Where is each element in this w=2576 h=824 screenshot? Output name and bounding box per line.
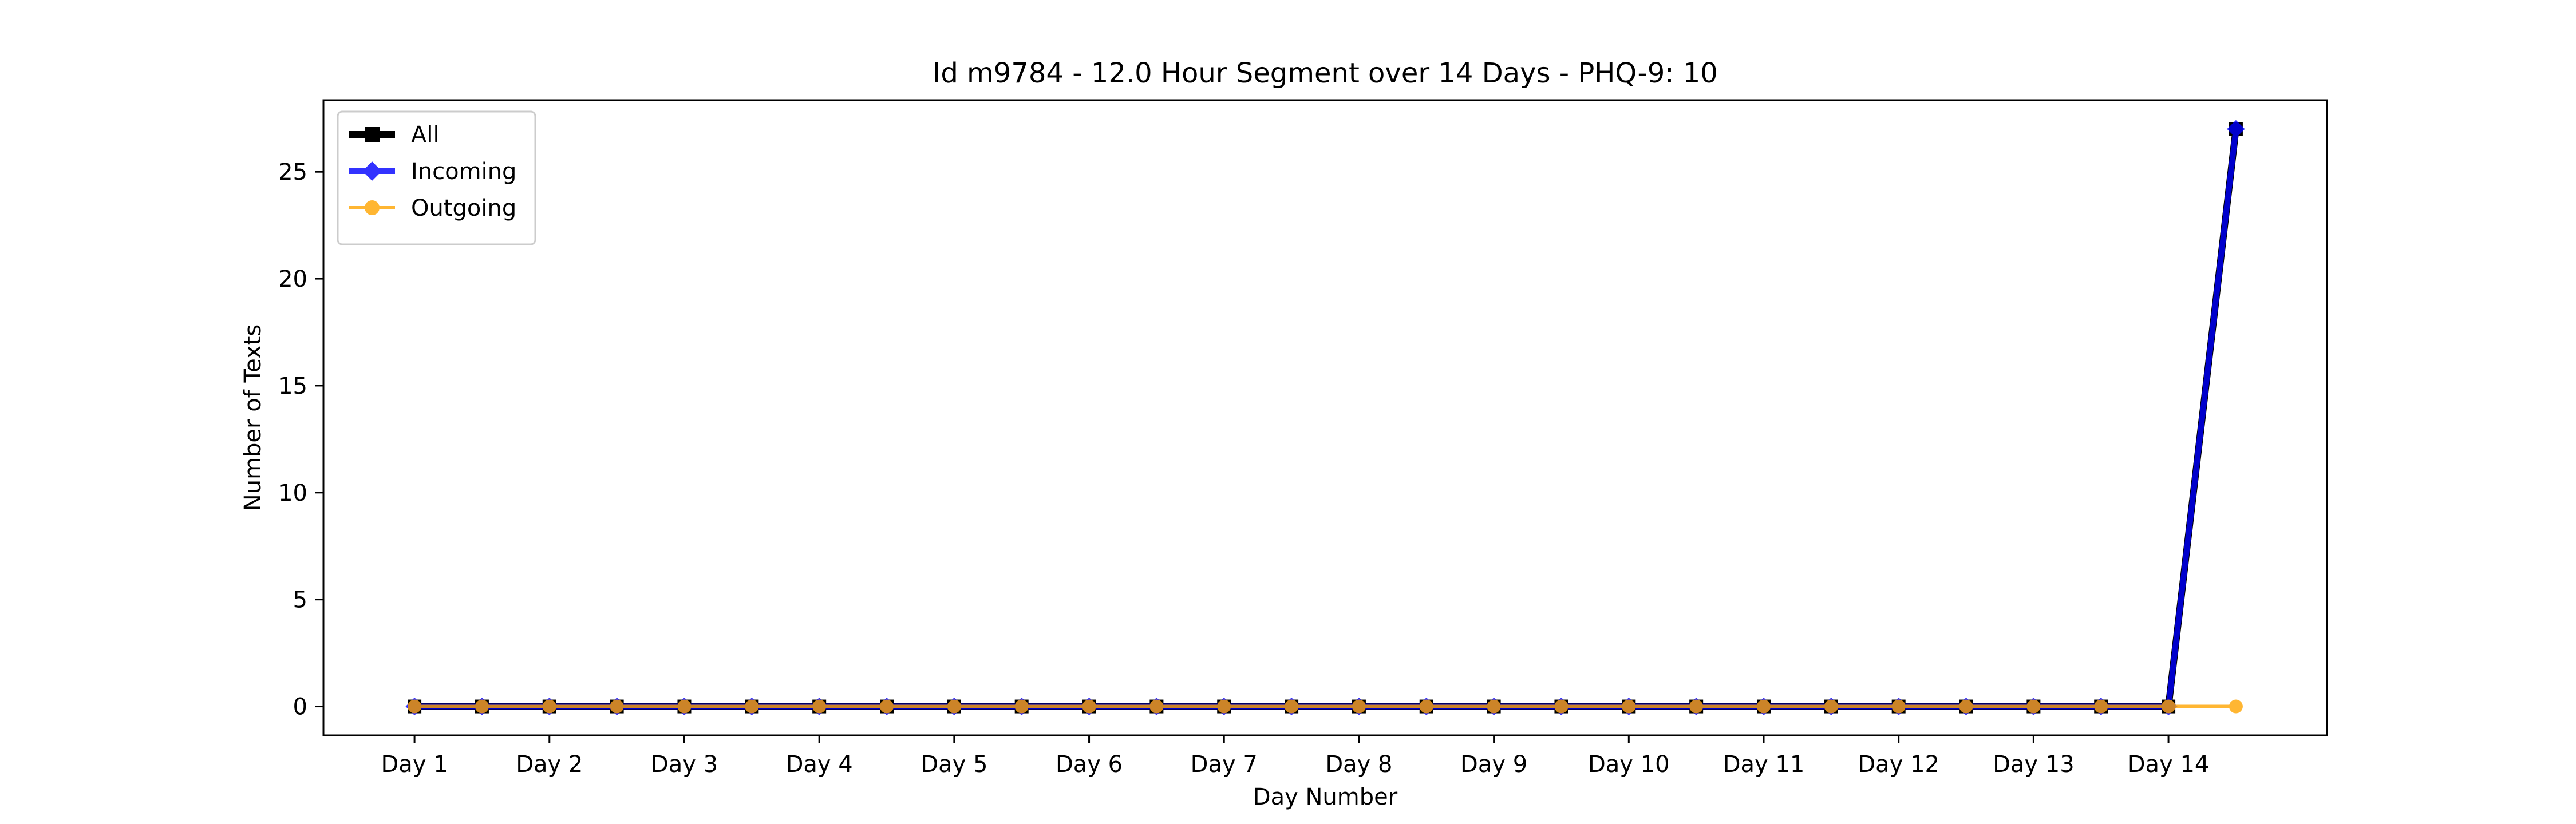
x-tick-label: Day 3	[651, 751, 718, 778]
x-tick-label: Day 12	[1858, 751, 1939, 778]
legend-item-outgoing	[349, 200, 395, 215]
data-point-outgoing	[1285, 699, 1299, 714]
x-tick-label: Day 14	[2128, 751, 2210, 778]
x-tick-label: Day 1	[381, 751, 448, 778]
y-axis-label: Number of Texts	[240, 324, 266, 511]
x-tick-label: Day 7	[1191, 751, 1258, 778]
data-point-outgoing	[1959, 699, 1973, 714]
x-tick-label: Day 4	[786, 751, 853, 778]
legend-label-outgoing: Outgoing	[411, 195, 516, 221]
legend-item-incoming	[349, 161, 395, 181]
y-axis: 0 5 10 15 20 25	[278, 159, 323, 720]
axes-frame	[322, 99, 2328, 736]
data-point-outgoing	[2162, 699, 2176, 714]
legend-marker-all	[365, 127, 380, 142]
legend-label-all: All	[411, 122, 440, 148]
data-point-outgoing	[947, 699, 961, 714]
data-point-outgoing	[880, 699, 894, 714]
data-point-outgoing	[1419, 699, 1433, 714]
y-tick-label: 0	[293, 694, 307, 720]
plot-area	[405, 120, 2245, 716]
data-point-outgoing	[475, 699, 489, 714]
x-tick-label: Day 10	[1588, 751, 1670, 778]
series-outgoing	[408, 699, 2243, 714]
data-point-outgoing	[1487, 699, 1501, 714]
y-tick-label: 25	[278, 159, 307, 185]
data-point-outgoing	[677, 699, 692, 714]
y-tick-label: 15	[278, 373, 307, 399]
legend-label-incoming: Incoming	[411, 159, 516, 185]
x-tick-label: Day 8	[1325, 751, 1392, 778]
data-point-incoming	[2227, 120, 2245, 138]
data-point-outgoing	[542, 699, 556, 714]
x-tick-label: Day 6	[1056, 751, 1123, 778]
data-point-outgoing	[610, 699, 624, 714]
x-tick-label: Day 13	[1993, 751, 2075, 778]
data-point-outgoing	[1082, 699, 1096, 714]
chart-title: Id m9784 - 12.0 Hour Segment over 14 Day…	[933, 57, 1718, 89]
data-point-outgoing	[1891, 699, 1906, 714]
x-tick-label: Day 5	[920, 751, 987, 778]
data-point-outgoing	[1149, 699, 1164, 714]
data-point-outgoing	[745, 699, 759, 714]
data-point-outgoing	[2094, 699, 2108, 714]
data-point-outgoing	[1352, 699, 1366, 714]
x-axis-label: Day Number	[1253, 784, 1398, 810]
legend-box	[337, 110, 536, 245]
legend-item-all	[349, 127, 395, 142]
data-point-outgoing	[1554, 699, 1568, 714]
legend-marker-incoming	[362, 161, 382, 181]
x-tick-label: Day 11	[1723, 751, 1805, 778]
legend: All Incoming Outgoing	[337, 110, 536, 245]
y-tick-label: 20	[278, 266, 307, 292]
data-point-outgoing	[1689, 699, 1704, 714]
y-tick-label: 10	[278, 480, 307, 506]
data-point-outgoing	[2229, 699, 2243, 714]
x-axis: Day 1 Day 2 Day 3 Day 4 Day 5 Day 6 Day 7 Day 8…	[381, 735, 2210, 778]
data-point-outgoing	[1217, 699, 1231, 714]
x-tick-label: Day 2	[516, 751, 583, 778]
data-point-outgoing	[1756, 699, 1771, 714]
x-tick-label: Day 9	[1460, 751, 1527, 778]
data-point-outgoing	[1824, 699, 1838, 714]
data-point-outgoing	[1014, 699, 1029, 714]
data-point-outgoing	[1622, 699, 1636, 714]
legend-marker-outgoing	[365, 200, 380, 215]
data-point-outgoing	[812, 699, 827, 714]
data-point-outgoing	[408, 699, 422, 714]
data-point-outgoing	[2026, 699, 2041, 714]
y-tick-label: 5	[293, 587, 307, 613]
